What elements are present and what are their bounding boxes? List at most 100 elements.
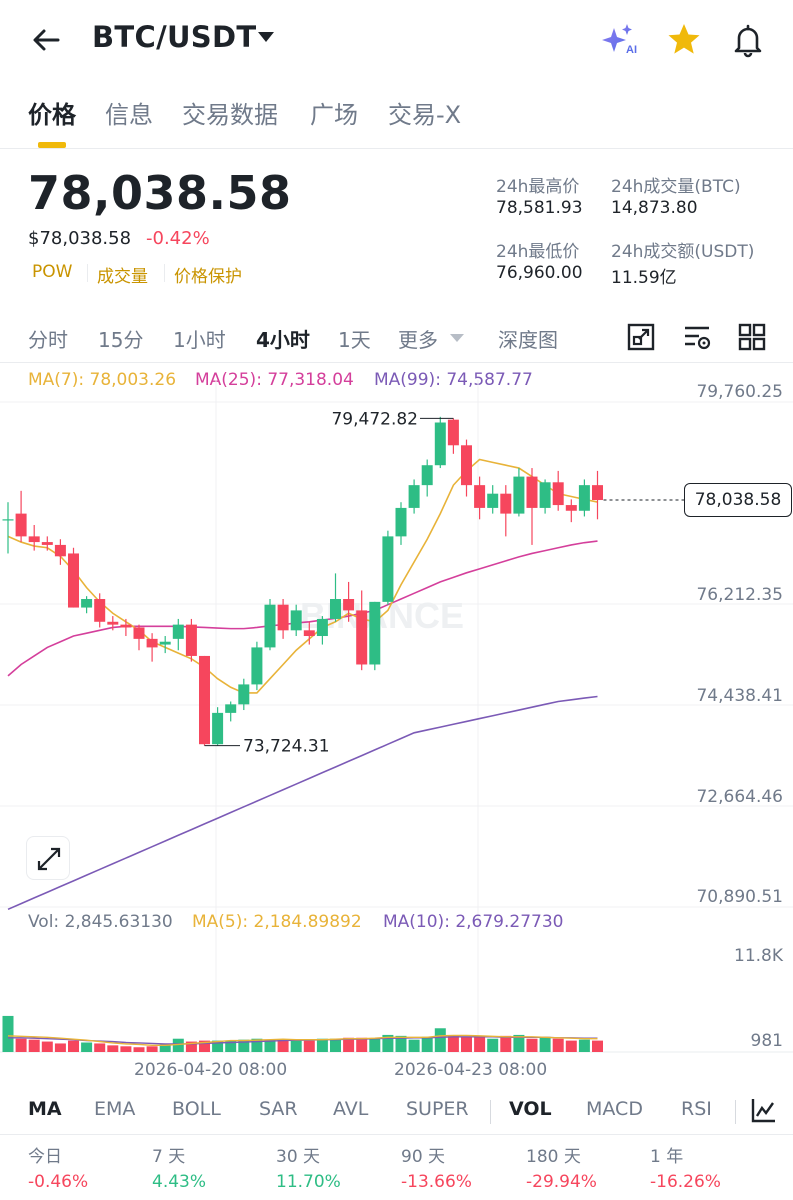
candle-body — [185, 624, 197, 656]
candle-body — [513, 476, 525, 514]
tag-pow[interactable]: POW — [32, 262, 73, 282]
candle-body — [303, 630, 315, 637]
volume-bar — [369, 1038, 381, 1052]
volume-axis-label: 981 — [750, 1031, 783, 1051]
indicator-macd[interactable]: MACD — [586, 1098, 643, 1120]
perf-label-today: 今日 — [28, 1147, 62, 1167]
volume-bar — [41, 1041, 53, 1052]
tag-volume[interactable]: 成交量 — [97, 267, 148, 287]
low-24h-label: 24h最低价 — [496, 242, 580, 262]
tab-price[interactable]: 价格 — [28, 101, 76, 129]
candle-body — [356, 610, 368, 665]
volume-bar — [539, 1036, 551, 1052]
divider — [0, 362, 793, 363]
volume-bar — [54, 1043, 66, 1052]
interval-selector: 分时 15分 1小时 4小时 1天 更多 深度图 — [0, 318, 793, 358]
volume-bar — [526, 1038, 538, 1052]
candle-body — [578, 485, 590, 511]
pair-title[interactable]: BTC/USDT — [92, 20, 257, 54]
volume-bar — [513, 1034, 525, 1052]
volume-bar — [487, 1038, 499, 1052]
interval-more[interactable]: 更多 — [398, 328, 438, 352]
fullscreen-button[interactable] — [26, 836, 70, 880]
interval-time[interactable]: 分时 — [28, 328, 68, 352]
candle-body — [264, 604, 276, 648]
volume-bar — [500, 1035, 512, 1052]
candle-body — [41, 542, 53, 545]
perf-label-180d: 180 天 — [526, 1147, 581, 1167]
vol-legend: Vol: 2,845.63130 — [28, 912, 173, 932]
interval-1h[interactable]: 1小时 — [173, 328, 226, 352]
date-axis-label: 2026-04-23 08:00 — [394, 1060, 548, 1080]
vol-ma5-line — [7, 1034, 598, 1047]
volume-bar — [356, 1037, 368, 1052]
candle-body — [290, 610, 302, 631]
indicator-boll[interactable]: BOLL — [172, 1098, 221, 1120]
chart-settings-icon[interactable] — [750, 1096, 778, 1124]
candle-body — [146, 638, 158, 648]
ai-sparkle-icon[interactable]: AI — [600, 20, 644, 60]
volume-bar — [421, 1036, 433, 1052]
bell-icon[interactable] — [728, 20, 768, 60]
star-icon[interactable] — [664, 20, 704, 60]
volume-bar — [343, 1037, 355, 1052]
perf-value-1y: -16.26% — [650, 1172, 721, 1192]
perf-label-7d: 7 天 — [152, 1147, 186, 1167]
candle-body — [565, 505, 577, 511]
tab-trading-data[interactable]: 交易数据 — [182, 101, 278, 129]
interval-1d[interactable]: 1天 — [338, 328, 371, 352]
svg-text:AI: AI — [626, 44, 637, 56]
interval-15m[interactable]: 15分 — [98, 328, 144, 352]
perf-value-180d: -29.94% — [526, 1172, 597, 1192]
indicator-sar[interactable]: SAR — [259, 1098, 298, 1120]
grid-layout-icon[interactable] — [737, 322, 767, 352]
candle-body — [447, 419, 459, 446]
indicator-vol[interactable]: VOL — [509, 1098, 552, 1120]
volume-bar — [159, 1044, 171, 1052]
candle-body — [500, 493, 512, 514]
price-axis-label: 76,212.35 — [696, 585, 783, 605]
tag-price-protection[interactable]: 价格保护 — [174, 267, 242, 287]
indicator-ema[interactable]: EMA — [94, 1098, 136, 1120]
usd-price: $78,038.58 — [28, 228, 132, 249]
indicator-ma[interactable]: MA — [28, 1098, 62, 1120]
candle-body — [552, 482, 564, 506]
indicator-super[interactable]: SUPER — [406, 1098, 469, 1120]
candle-body — [592, 485, 603, 501]
candle-body — [172, 624, 184, 639]
candle-body — [434, 422, 446, 466]
back-arrow-icon[interactable] — [28, 22, 64, 58]
indicator-avl[interactable]: AVL — [333, 1098, 369, 1120]
volume-bar — [68, 1040, 79, 1052]
candle-body — [487, 493, 499, 508]
chart-expand-icon[interactable] — [626, 322, 656, 352]
divider — [164, 264, 165, 282]
tab-square[interactable]: 广场 — [310, 101, 358, 129]
ma99-line — [7, 695, 598, 911]
volume-bar — [172, 1038, 184, 1052]
candle-body — [382, 536, 394, 602]
tab-info[interactable]: 信息 — [105, 101, 153, 129]
divider — [0, 148, 793, 149]
volume-bar — [330, 1038, 341, 1052]
price-change: -0.42% — [146, 228, 210, 249]
volume-bar — [474, 1035, 486, 1052]
tab-trade-x[interactable]: 交易-X — [388, 101, 462, 129]
depth-chart-tab[interactable]: 深度图 — [498, 328, 558, 352]
ma7-legend: MA(7): 78,003.26 — [28, 370, 177, 390]
volume-bar — [120, 1046, 132, 1052]
chevron-down-icon[interactable] — [258, 32, 274, 42]
candle-body — [54, 544, 66, 557]
volume-bar — [578, 1039, 590, 1052]
current-price-tag: 78,038.58 — [684, 483, 792, 517]
low-marker-label: 73,724.31 — [243, 737, 330, 757]
interval-4h[interactable]: 4小时 — [256, 328, 310, 352]
high-marker-label: 79,472.82 — [331, 409, 418, 429]
volume-bar — [408, 1039, 420, 1052]
vol-btc-label: 24h成交量(BTC) — [611, 177, 741, 197]
indicator-settings-icon[interactable] — [682, 322, 712, 352]
indicator-rsi[interactable]: RSI — [681, 1098, 712, 1120]
chevron-down-icon[interactable] — [450, 334, 464, 342]
low-24h-value: 76,960.00 — [496, 263, 583, 283]
